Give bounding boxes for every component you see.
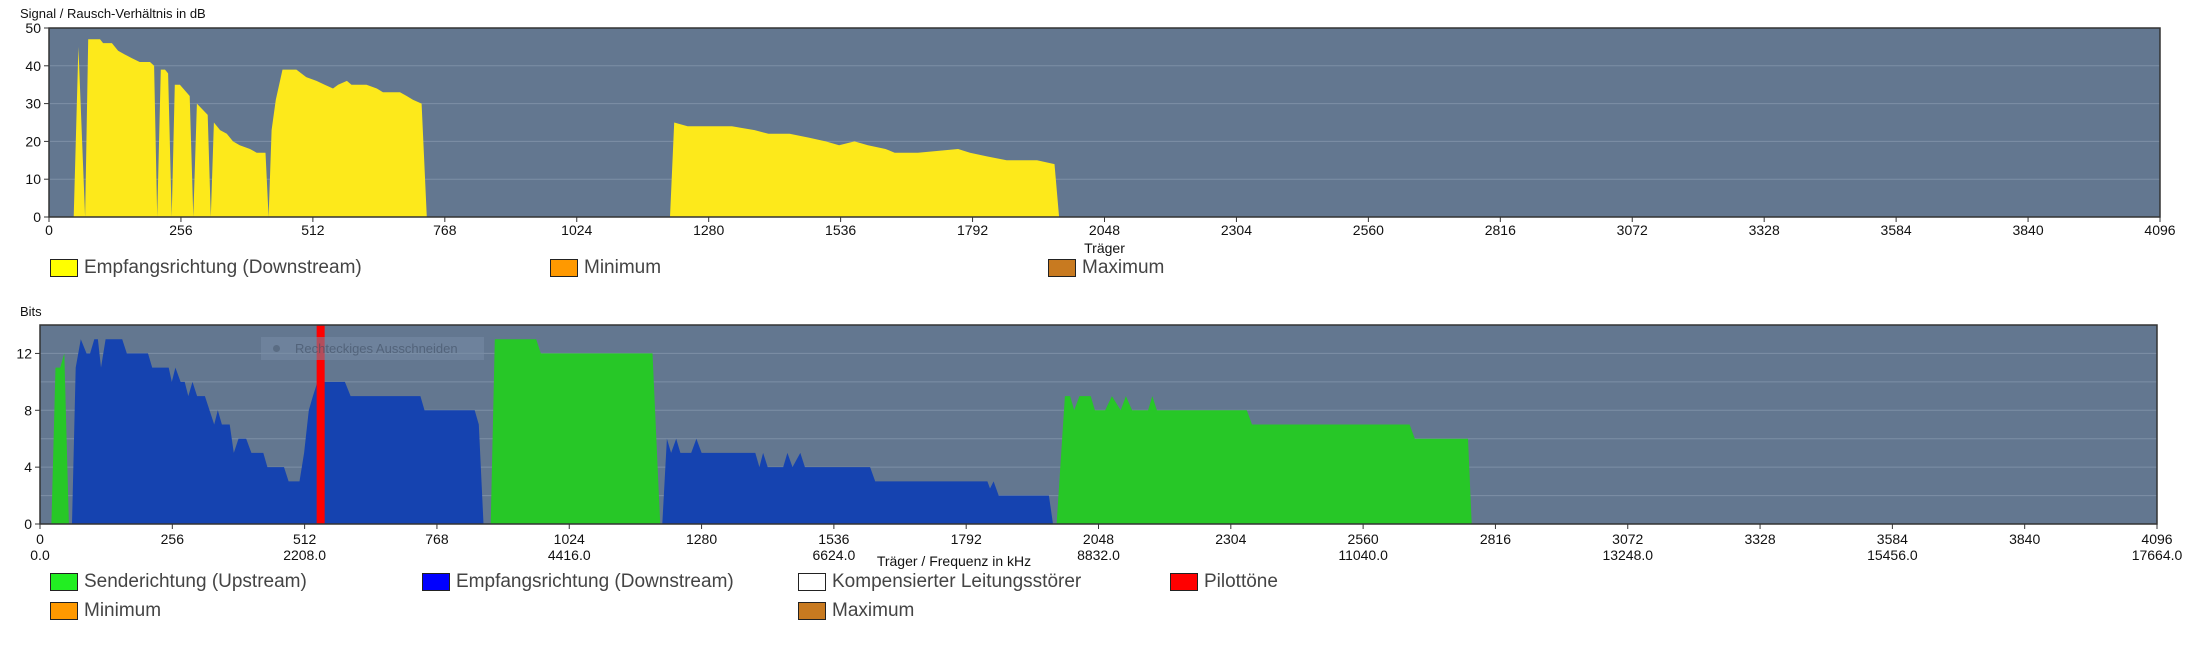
legend-swatch-blue [422,573,450,591]
x-tick-label: 1792 [957,222,988,238]
legend-label: Senderichtung (Upstream) [84,571,307,592]
x-axis-title: Träger [1084,240,1125,256]
x-tick-label: 3072 [1617,222,1648,238]
x-tick-label: 4096 [2144,222,2175,238]
x-tick-label: 768 [425,531,449,547]
x-tick-label: 2048 [1083,531,1114,547]
legend-bits-maximum[interactable]: Maximum [798,600,914,622]
x-tick-label: 3584 [1881,222,1912,238]
legend-bits-upstream[interactable]: Senderichtung (Upstream) [50,571,307,593]
x-tick-label: 3584 [1877,531,1908,547]
legend-label: Maximum [1082,257,1165,278]
x-tick-label: 2048 [1089,222,1120,238]
x-tick-label: 1280 [686,531,717,547]
legend-swatch-white [798,573,826,591]
x-tick-label: 4096 [2141,531,2172,547]
y-tick-label: 0 [24,516,32,532]
area-senderichtung-upstream- [51,353,69,524]
legend-swatch-brown [1048,259,1076,277]
x-tick-label: 512 [293,531,317,547]
legend-swatch-brown [798,602,826,620]
y-tick-label: 20 [25,133,41,149]
y-tick-label: 4 [24,459,32,475]
y-tick-label: 8 [24,402,32,418]
legend-swatch-orange [550,259,578,277]
x-axis-title: Träger / Frequenz in kHz [877,553,1031,569]
x-tick-label: 2560 [1348,531,1379,547]
area-empfangsrichtung-downstream- [662,438,1053,524]
x-tick-label: 1792 [951,531,982,547]
legend-label: Minimum [84,600,162,621]
legend-snr-maximum[interactable]: Maximum [1048,257,1164,279]
snipping-tooltip-label: Rechteckiges Ausschneiden [295,341,458,356]
y-tick-label: 12 [16,345,32,361]
x-tick-label: 512 [301,222,325,238]
y-tick-label: 50 [25,20,41,36]
legend-swatch-yellow [50,259,78,277]
legend-label: Empfangsrichtung (Downstream) [456,571,734,592]
area-empfangsrichtung-downstream- [73,39,1060,217]
area-senderichtung-upstream- [1056,396,1472,524]
x-tick-label: 256 [169,222,193,238]
x-tick-label: 3840 [2009,531,2040,547]
x-tick-label: 2560 [1353,222,1384,238]
legend-label: Minimum [584,257,662,278]
record-dot-icon [273,345,280,352]
x-tick-label: 1280 [693,222,724,238]
bits-chart-title: Bits [20,304,42,319]
x-tick-label: 1024 [554,531,585,547]
area-empfangsrichtung-downstream- [72,339,484,524]
y-tick-label: 40 [25,58,41,74]
pilot-tone-bar [316,325,325,524]
x-tick-label: 768 [433,222,457,238]
y-tick-label: 30 [25,96,41,112]
legend-swatch-red [1170,573,1198,591]
legend-label: Kompensierter Leitungsstörer [832,571,1082,592]
frequency-tick-label: 15456.0 [1867,547,1918,563]
legend-snr-downstream[interactable]: Empfangsrichtung (Downstream) [50,257,362,279]
x-tick-label: 256 [161,531,185,547]
snr-chart-title: Signal / Rausch-Verhältnis in dB [20,6,206,21]
legend-bits-downstream[interactable]: Empfangsrichtung (Downstream) [422,571,734,593]
x-tick-label: 3840 [2012,222,2043,238]
legend-swatch-green [50,573,78,591]
frequency-tick-label: 0.0 [30,547,50,563]
frequency-tick-label: 2208.0 [283,547,326,563]
frequency-tick-label: 17664.0 [2132,547,2183,563]
x-tick-label: 3072 [1612,531,1643,547]
x-tick-label: 3328 [1744,531,1775,547]
legend-snr-minimum[interactable]: Minimum [550,257,661,279]
x-tick-label: 1024 [561,222,592,238]
area-senderichtung-upstream- [490,339,661,524]
legend-label: Pilottöne [1204,571,1278,592]
legend-label: Maximum [832,600,915,621]
x-tick-label: 2816 [1480,531,1511,547]
x-tick-label: 2304 [1215,531,1246,547]
x-tick-label: 2816 [1485,222,1516,238]
frequency-tick-label: 8832.0 [1077,547,1120,563]
x-tick-label: 1536 [825,222,856,238]
legend-swatch-orange [50,602,78,620]
x-tick-label: 3328 [1749,222,1780,238]
frequency-tick-label: 4416.0 [548,547,591,563]
frequency-tick-label: 6624.0 [812,547,855,563]
x-tick-label: 0 [45,222,53,238]
legend-label: Empfangsrichtung (Downstream) [84,257,362,278]
legend-bits-pilot-tones[interactable]: Pilottöne [1170,571,1278,593]
y-tick-label: 0 [33,209,41,225]
x-tick-label: 2304 [1221,222,1252,238]
legend-bits-minimum[interactable]: Minimum [50,600,161,622]
y-tick-label: 10 [25,171,41,187]
x-tick-label: 1536 [818,531,849,547]
frequency-tick-label: 13248.0 [1602,547,1653,563]
snipping-tooltip: Rechteckiges Ausschneiden [261,337,484,360]
frequency-tick-label: 11040.0 [1338,547,1388,563]
x-tick-label: 0 [36,531,44,547]
legend-bits-compensated-noise[interactable]: Kompensierter Leitungsstörer [798,571,1081,593]
